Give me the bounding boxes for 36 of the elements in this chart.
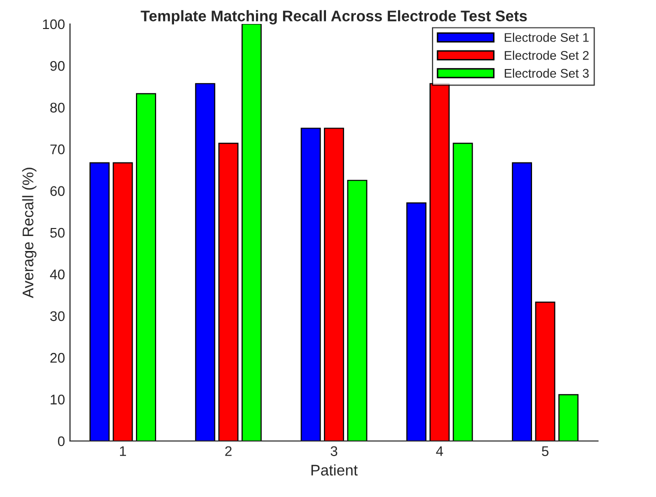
bar <box>324 128 344 441</box>
bar <box>90 162 110 441</box>
legend-label: Electrode Set 2 <box>504 50 589 60</box>
x-tick-label: 1 <box>120 446 126 456</box>
bar <box>218 142 238 441</box>
bar <box>300 128 321 441</box>
y-tick-label: 100 <box>43 19 65 30</box>
legend-label: Electrode Set 3 <box>504 68 589 78</box>
legend-label: Electrode Set 1 <box>504 32 589 42</box>
bar <box>535 302 556 441</box>
x-axis-title: Patient <box>311 464 358 476</box>
y-tick-label: 0 <box>58 436 65 446</box>
y-axis-title: Average Recall (%) <box>22 168 36 298</box>
x-tick-label: 3 <box>330 446 338 456</box>
bar <box>406 202 426 441</box>
y-tick-label: 80 <box>50 102 65 113</box>
bar <box>195 83 216 441</box>
y-tick-label: 10 <box>50 394 65 404</box>
chart-title: Template Matching Recall Across Electrode Test Sets <box>140 10 527 24</box>
bar <box>452 142 473 441</box>
x-tick-label: 4 <box>436 446 444 456</box>
y-tick-label: 70 <box>50 144 65 154</box>
bar <box>558 394 578 441</box>
bar <box>136 93 156 441</box>
y-tick-label: 40 <box>50 270 65 280</box>
y-tick-label: 30 <box>50 311 65 322</box>
y-tick-label: 20 <box>50 352 65 363</box>
y-tick-label: 90 <box>50 61 65 71</box>
y-tick-label: 60 <box>50 186 65 196</box>
bar <box>512 162 532 441</box>
bar <box>242 24 262 441</box>
x-tick-label: 2 <box>225 446 232 456</box>
bar <box>112 162 133 441</box>
y-tick-label: 50 <box>50 228 65 238</box>
x-tick-label: 5 <box>542 446 548 456</box>
bar <box>347 180 368 441</box>
